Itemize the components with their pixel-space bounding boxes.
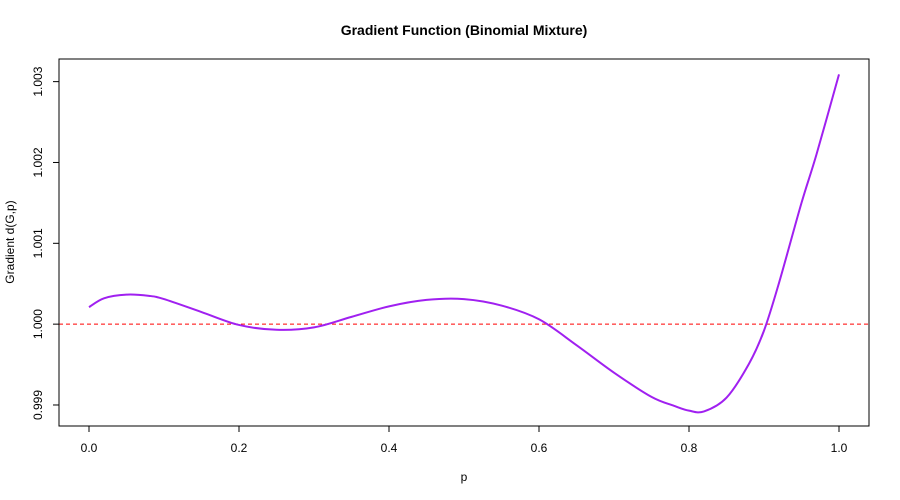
plot-area [59,74,869,414]
y-tick-label: 1.003 [31,66,45,96]
y-tick-label: 1.001 [31,228,45,258]
x-tick-label: 0.4 [381,441,398,455]
y-tick-label: 1.000 [31,309,45,339]
y-tick-label: 0.999 [31,390,45,420]
plot-frame [58,58,870,427]
y-axis-label: Gradient d(G,p) [3,200,17,283]
y-tick-label: 1.002 [31,147,45,177]
y-axis: 0.999 1.000 1.001 1.002 1.003 [31,66,59,420]
x-axis-label: p [461,470,468,484]
x-tick-label: 0.8 [681,441,698,455]
series-line-0 [88,74,840,414]
chart-title: Gradient Function (Binomial Mixture) [341,22,588,38]
x-tick-label: 0.6 [531,441,548,455]
x-tick-label: 1.0 [831,441,848,455]
x-tick-label: 0.0 [81,441,98,455]
x-axis: 0.0 0.2 0.4 0.6 0.8 1.0 [81,425,848,455]
x-tick-label: 0.2 [231,441,248,455]
